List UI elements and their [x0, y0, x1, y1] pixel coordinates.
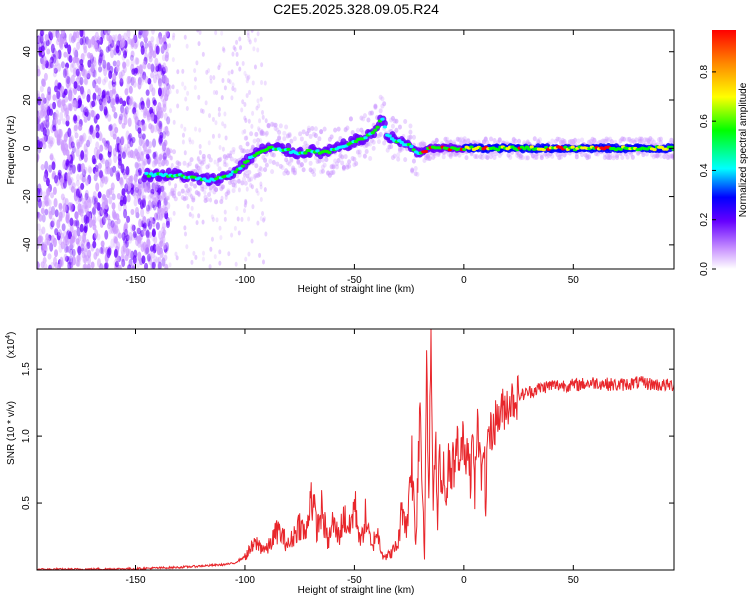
colorbar-tick-label: 0.8 — [699, 64, 710, 78]
colorbar-tick-label: 0.0 — [699, 262, 710, 276]
spectrogram-ytick-label: 20 — [22, 94, 33, 106]
snr-xlabel: Height of straight line (km) — [298, 585, 415, 596]
snr-ytick-label: 0.5 — [21, 496, 32, 510]
snr-xtick-label: -50 — [347, 575, 362, 586]
snr-ytick-label: 1.0 — [21, 429, 32, 443]
spectrogram-heat-layer — [37, 30, 674, 269]
spectrogram-xtick-label: -150 — [125, 275, 145, 286]
snr-xtick-label: 50 — [568, 575, 580, 586]
spectrogram-panel: -150 -100 -50 0 50 -40 -20 0 20 40 Height of stra… — [6, 29, 675, 295]
spectrogram-ylabel: Frequency (Hz) — [6, 116, 17, 185]
snr-panel: -150 -100 -50 0 50 0.5 1.0 1.5 Height of straig… — [5, 328, 675, 596]
snr-ticks: -150 -100 -50 0 50 0.5 1.0 1.5 — [21, 329, 674, 586]
snr-xtick-label: -100 — [235, 575, 255, 586]
spectrogram-xtick-label: -50 — [347, 275, 362, 286]
colorbar-gradient — [712, 30, 736, 269]
spectrogram-xlabel: Height of straight line (km) — [298, 284, 415, 295]
spectrogram-ytick-label: -20 — [22, 189, 33, 204]
snr-multiplier-exponent: 4 — [5, 335, 12, 339]
snr-xtick-label: 0 — [461, 575, 467, 586]
snr-ylabel: SNR (10 * v/v) — [6, 401, 17, 465]
colorbar-tick-label: 0.2 — [699, 212, 710, 226]
spectrogram-frame — [36, 29, 675, 270]
snr-plot-area — [37, 329, 674, 570]
snr-multiplier: (x104) — [5, 332, 17, 359]
spectrogram-ytick-label: 0 — [22, 145, 33, 151]
colorbar-tick-label: 0.4 — [699, 163, 710, 177]
colorbar: 0.0 0.2 0.4 0.6 0.8 Normalized spectral ampl… — [699, 30, 749, 276]
chart-title: C2E5.2025.328.09.05.R24 — [273, 1, 439, 17]
spectrogram-xtick-label: -100 — [235, 275, 255, 286]
snr-frame — [36, 328, 675, 571]
spectrogram-ytick-label: 40 — [22, 46, 33, 58]
colorbar-label: Normalized spectral amplitude — [738, 82, 749, 217]
spectrogram-xtick-label: 0 — [461, 275, 467, 286]
snr-ytick-label: 1.5 — [21, 362, 32, 376]
snr-series-line — [37, 329, 674, 570]
spectrogram-ytick-label: -40 — [22, 237, 33, 252]
spectrogram-xtick-label: 50 — [568, 275, 580, 286]
spectrogram-ticks: -150 -100 -50 0 50 -40 -20 0 20 40 — [22, 30, 674, 286]
snr-xtick-label: -150 — [125, 575, 145, 586]
colorbar-ticks: 0.0 0.2 0.4 0.6 0.8 — [699, 64, 716, 276]
colorbar-tick-label: 0.6 — [699, 114, 710, 128]
